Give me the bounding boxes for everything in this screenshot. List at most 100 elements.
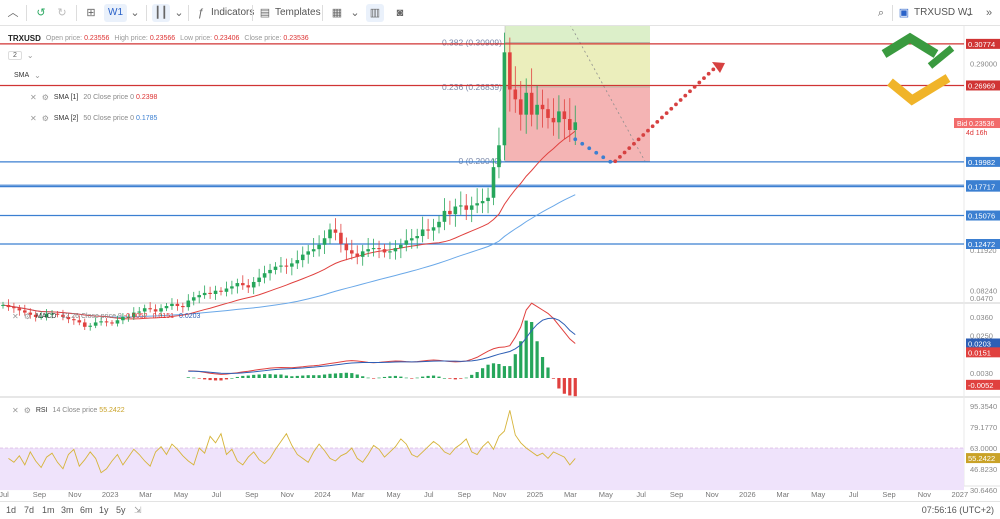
ohlc-legend: TRXUSD Open price: 0.23556 High price: 0.2… (8, 34, 309, 43)
interval-button[interactable]: W1 (104, 4, 127, 22)
toolbar-divider (76, 5, 77, 21)
macd-histogram-bar (442, 378, 447, 379)
search-button[interactable]: ⌕ (874, 4, 888, 22)
candle-body (518, 99, 523, 115)
macd-legend[interactable]: ✕ ⚙ MACD 12 26 Close price 9 -0.0052 0.0… (12, 312, 200, 321)
range-5y[interactable]: 5y (116, 505, 126, 515)
candle-body (557, 111, 561, 123)
macd-signal-value: 0.0151 (152, 313, 174, 320)
screenshot-button[interactable]: ◙ (393, 4, 407, 22)
interval-dropdown[interactable]: ⌄ (128, 4, 142, 22)
plus-square-icon: ⊞ (86, 7, 96, 19)
sma2-legend[interactable]: ✕ ⚙ SMA [2] 50 Close price 0 0.1785 (30, 114, 157, 123)
close-icon[interactable]: ✕ (30, 114, 37, 123)
candle-body (137, 311, 142, 313)
high-value: 0.23566 (149, 35, 176, 42)
symbol-selector[interactable]: ▣ TRXUSD W1 (897, 4, 973, 22)
indicator-count[interactable]: 2 ⌄ (8, 51, 34, 60)
range-1y[interactable]: 1y (99, 505, 109, 515)
more-icon: » (985, 7, 993, 19)
bid-tag-label: Bid 0.23536 (957, 121, 994, 128)
projection-dot (711, 67, 716, 72)
close-icon[interactable]: ✕ (12, 406, 19, 415)
close-value: 0.23536 (283, 35, 309, 42)
time-tick-label: Jul (0, 490, 9, 499)
close-icon[interactable]: ✕ (12, 312, 19, 321)
chart-area[interactable]: 1 (0.48655)0.786 (0.42567)0.618 (0.37690… (0, 26, 1000, 501)
projection-arrowhead (712, 62, 725, 73)
range-6m[interactable]: 6m (80, 505, 93, 515)
projection-dot (632, 141, 636, 146)
macd-line-value: 0.0203 (179, 313, 201, 320)
macd-histogram-bar (546, 367, 550, 378)
rsi-value: 55.2422 (99, 407, 125, 414)
indicators-button[interactable]: ƒ Indicators (194, 4, 254, 22)
gear-icon[interactable]: ⚙ (41, 93, 49, 102)
gear-icon[interactable]: ⚙ (23, 312, 31, 321)
volume-button[interactable]: ▥ (366, 4, 384, 22)
time-tick-label: Sep (458, 490, 471, 499)
macd-histogram-bar (568, 378, 572, 396)
time-tick-label: May (386, 490, 400, 499)
candle-body (12, 307, 16, 309)
calendar-button[interactable]: ▦ (330, 4, 344, 22)
macd-histogram-bar (361, 376, 365, 378)
candle-body (230, 286, 234, 289)
calendar-dropdown[interactable]: ⌄ (348, 4, 362, 22)
macd-histogram-bar (246, 375, 250, 378)
undo-button[interactable]: ↺ (34, 4, 48, 22)
time-tick-label: Jul (212, 490, 222, 499)
macd-histogram-bar (219, 378, 223, 381)
projection-dot (674, 102, 678, 107)
candle-body (502, 52, 507, 146)
clock: 07:56:16 (UTC+2) (921, 505, 994, 515)
gear-icon[interactable]: ⚙ (41, 114, 49, 123)
sma-layer (2, 130, 576, 320)
support-tag: 0.17717 (968, 183, 995, 192)
range-1m[interactable]: 1m (42, 505, 55, 515)
chart-type-dropdown[interactable]: ⌄ (172, 4, 186, 22)
projection-dot (655, 119, 660, 124)
candle-body (246, 285, 251, 288)
toolbar-divider (26, 5, 27, 21)
sma1-legend[interactable]: ✕ ⚙ SMA [1] 20 Close price 0 0.2398 (30, 93, 157, 102)
sma-group-toggle[interactable]: SMA ⌄ (14, 71, 41, 80)
macd-histogram-bar (306, 375, 310, 378)
candle-body (88, 325, 92, 327)
templates-button[interactable]: ▤ Templates (258, 4, 321, 22)
rsi-value-tag: 55.2422 (968, 454, 995, 463)
symbol-dropdown[interactable]: ⌄ (962, 4, 976, 22)
date-range-icon[interactable]: ⇲ (134, 505, 142, 515)
macd-histogram-bar (333, 373, 338, 378)
candle-body (437, 221, 441, 228)
macd-histogram-bar (257, 374, 261, 378)
search-icon: ⌕ (877, 7, 885, 19)
candle-body (28, 312, 33, 315)
interval-label: W1 (108, 7, 123, 18)
macd-value-tag: -0.0052 (968, 381, 993, 390)
rsi-legend[interactable]: ✕ ⚙ RSI 14 Close price 55.2422 (12, 406, 125, 415)
range-1d[interactable]: 1d (6, 505, 17, 515)
symbol-label: TRXUSD W1 (914, 7, 973, 18)
candle-body (61, 314, 65, 317)
time-tick-label: May (811, 490, 825, 499)
range-7d[interactable]: 7d (24, 505, 35, 515)
add-symbol-button[interactable]: ⊞ (84, 4, 98, 22)
gear-icon[interactable]: ⚙ (23, 406, 31, 415)
candle-body (235, 283, 240, 287)
collapse-button[interactable]: ︿ (6, 4, 20, 22)
range-3m[interactable]: 3m (61, 505, 74, 515)
macd-histogram-bar (404, 377, 408, 379)
projection-dot (688, 89, 692, 94)
projection-dot (636, 137, 641, 142)
toolbar-divider (252, 5, 253, 21)
candle-body (132, 312, 136, 317)
candle-body (202, 292, 207, 296)
time-tick-label: Mar (564, 490, 577, 499)
projection-dot (669, 106, 674, 111)
more-button[interactable]: » (982, 4, 996, 22)
chart-type-button[interactable]: ┃┃ (152, 4, 170, 22)
close-icon[interactable]: ✕ (30, 93, 37, 102)
redo-button[interactable]: ↻ (55, 4, 69, 22)
rsi-tick-label: 79.1770 (970, 423, 997, 432)
